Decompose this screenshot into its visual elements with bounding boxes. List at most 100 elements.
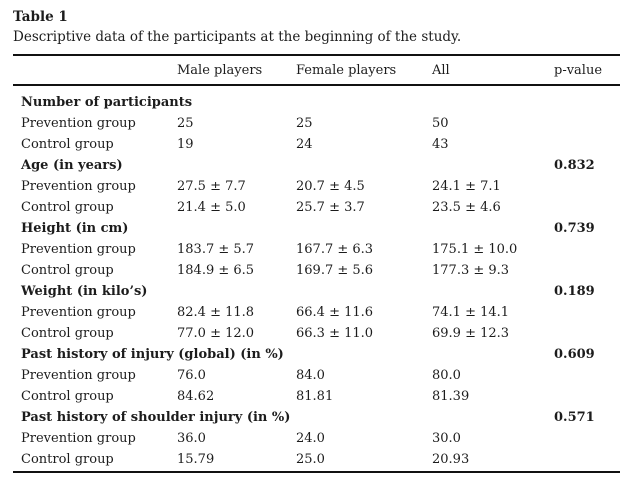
cell-female: 81.81 bbox=[296, 389, 334, 404]
cell-all: 43 bbox=[432, 137, 449, 152]
cell-all: 74.1 ± 14.1 bbox=[432, 305, 510, 320]
table-label: Table 1 bbox=[13, 9, 68, 25]
cell-female: 169.7 ± 5.6 bbox=[296, 263, 374, 278]
row-label: Prevention group bbox=[21, 368, 136, 383]
cell-p-value bbox=[554, 113, 620, 134]
cell-female: 20.7 ± 4.5 bbox=[296, 179, 365, 194]
section-header-row: Past history of injury (global) (in %) 0… bbox=[13, 344, 620, 365]
column-header-female-players: Female players bbox=[296, 62, 397, 78]
row-label: Control group bbox=[21, 200, 114, 215]
cell-all: 20.93 bbox=[432, 452, 470, 467]
cell-p-value bbox=[554, 197, 620, 218]
table-row: Prevention group 76.0 84.0 80.0 bbox=[13, 365, 620, 386]
cell-male: 84.62 bbox=[177, 389, 215, 404]
cell-male: 25 bbox=[177, 116, 194, 131]
row-label: Control group bbox=[21, 452, 114, 467]
row-label: Control group bbox=[21, 137, 114, 152]
table-row: Control group 84.62 81.81 81.39 bbox=[13, 386, 620, 407]
row-label: Prevention group bbox=[21, 242, 136, 257]
table-body: Number of participants Prevention group … bbox=[13, 86, 620, 473]
table-row: Prevention group 25 25 50 bbox=[13, 113, 620, 134]
cell-p-value bbox=[554, 428, 620, 449]
cell-female: 66.4 ± 11.6 bbox=[296, 305, 374, 320]
section-label: Age (in years) bbox=[21, 158, 123, 173]
cell-male: 77.0 ± 12.0 bbox=[177, 326, 255, 341]
row-label: Prevention group bbox=[21, 179, 136, 194]
section-header-row: Age (in years) 0.832 bbox=[13, 155, 620, 176]
section-p-value bbox=[554, 92, 620, 113]
cell-female: 25.7 ± 3.7 bbox=[296, 200, 365, 215]
cell-all: 69.9 ± 12.3 bbox=[432, 326, 510, 341]
data-table: Male players Female players All p-value … bbox=[13, 54, 620, 473]
column-header-row: Male players Female players All p-value bbox=[13, 56, 620, 86]
row-label: Prevention group bbox=[21, 431, 136, 446]
cell-p-value bbox=[554, 260, 620, 281]
section-header-row: Number of participants bbox=[13, 92, 620, 113]
cell-female: 24.0 bbox=[296, 431, 325, 446]
cell-male: 19 bbox=[177, 137, 194, 152]
cell-all: 50 bbox=[432, 116, 449, 131]
table-row: Control group 19 24 43 bbox=[13, 134, 620, 155]
cell-p-value bbox=[554, 134, 620, 155]
cell-p-value bbox=[554, 386, 620, 407]
table-row: Control group 15.79 25.0 20.93 bbox=[13, 449, 620, 470]
row-label: Control group bbox=[21, 326, 114, 341]
table-row: Control group 21.4 ± 5.0 25.7 ± 3.7 23.5… bbox=[13, 197, 620, 218]
section-header-row: Past history of shoulder injury (in %) 0… bbox=[13, 407, 620, 428]
table-row: Prevention group 36.0 24.0 30.0 bbox=[13, 428, 620, 449]
table-row: Prevention group 183.7 ± 5.7 167.7 ± 6.3… bbox=[13, 239, 620, 260]
section-p-value: 0.189 bbox=[554, 284, 595, 299]
column-header-p-value: p-value bbox=[554, 62, 603, 78]
cell-male: 27.5 ± 7.7 bbox=[177, 179, 246, 194]
cell-female: 167.7 ± 6.3 bbox=[296, 242, 374, 257]
cell-male: 184.9 ± 6.5 bbox=[177, 263, 255, 278]
cell-p-value bbox=[554, 365, 620, 386]
row-label: Control group bbox=[21, 263, 114, 278]
cell-all: 177.3 ± 9.3 bbox=[432, 263, 510, 278]
cell-all: 23.5 ± 4.6 bbox=[432, 200, 501, 215]
row-label: Prevention group bbox=[21, 116, 136, 131]
cell-female: 24 bbox=[296, 137, 313, 152]
table-row: Prevention group 82.4 ± 11.8 66.4 ± 11.6… bbox=[13, 302, 620, 323]
section-label: Height (in cm) bbox=[21, 221, 129, 236]
cell-female: 84.0 bbox=[296, 368, 325, 383]
cell-male: 183.7 ± 5.7 bbox=[177, 242, 255, 257]
cell-p-value bbox=[554, 239, 620, 260]
cell-female: 25 bbox=[296, 116, 313, 131]
section-label: Past history of shoulder injury (in %) bbox=[21, 410, 291, 425]
section-label: Weight (in kilo’s) bbox=[21, 284, 148, 299]
section-p-value: 0.609 bbox=[554, 347, 595, 362]
cell-all: 175.1 ± 10.0 bbox=[432, 242, 518, 257]
cell-p-value bbox=[554, 323, 620, 344]
cell-male: 76.0 bbox=[177, 368, 206, 383]
cell-male: 21.4 ± 5.0 bbox=[177, 200, 246, 215]
cell-p-value bbox=[554, 302, 620, 323]
cell-all: 30.0 bbox=[432, 431, 461, 446]
section-header-row: Height (in cm) 0.739 bbox=[13, 218, 620, 239]
section-label: Number of participants bbox=[21, 95, 193, 110]
paper-table-figure: Table 1 Descriptive data of the particip… bbox=[13, 9, 620, 473]
cell-female: 25.0 bbox=[296, 452, 325, 467]
section-p-value: 0.832 bbox=[554, 158, 595, 173]
table-caption: Descriptive data of the participants at … bbox=[13, 29, 462, 45]
cell-male: 15.79 bbox=[177, 452, 215, 467]
table-row: Control group 77.0 ± 12.0 66.3 ± 11.0 69… bbox=[13, 323, 620, 344]
section-header-row: Weight (in kilo’s) 0.189 bbox=[13, 281, 620, 302]
cell-all: 24.1 ± 7.1 bbox=[432, 179, 501, 194]
section-p-value: 0.739 bbox=[554, 221, 595, 236]
section-p-value: 0.571 bbox=[554, 410, 595, 425]
cell-p-value bbox=[554, 176, 620, 197]
cell-female: 66.3 ± 11.0 bbox=[296, 326, 374, 341]
cell-male: 36.0 bbox=[177, 431, 206, 446]
section-label: Past history of injury (global) (in %) bbox=[21, 347, 284, 362]
cell-all: 80.0 bbox=[432, 368, 461, 383]
row-label: Control group bbox=[21, 389, 114, 404]
row-label: Prevention group bbox=[21, 305, 136, 320]
column-header-male-players: Male players bbox=[177, 62, 263, 78]
table-row: Control group 184.9 ± 6.5 169.7 ± 5.6 17… bbox=[13, 260, 620, 281]
column-header-all: All bbox=[432, 62, 450, 78]
table-row: Prevention group 27.5 ± 7.7 20.7 ± 4.5 2… bbox=[13, 176, 620, 197]
cell-all: 81.39 bbox=[432, 389, 470, 404]
cell-p-value bbox=[554, 449, 620, 470]
cell-male: 82.4 ± 11.8 bbox=[177, 305, 255, 320]
